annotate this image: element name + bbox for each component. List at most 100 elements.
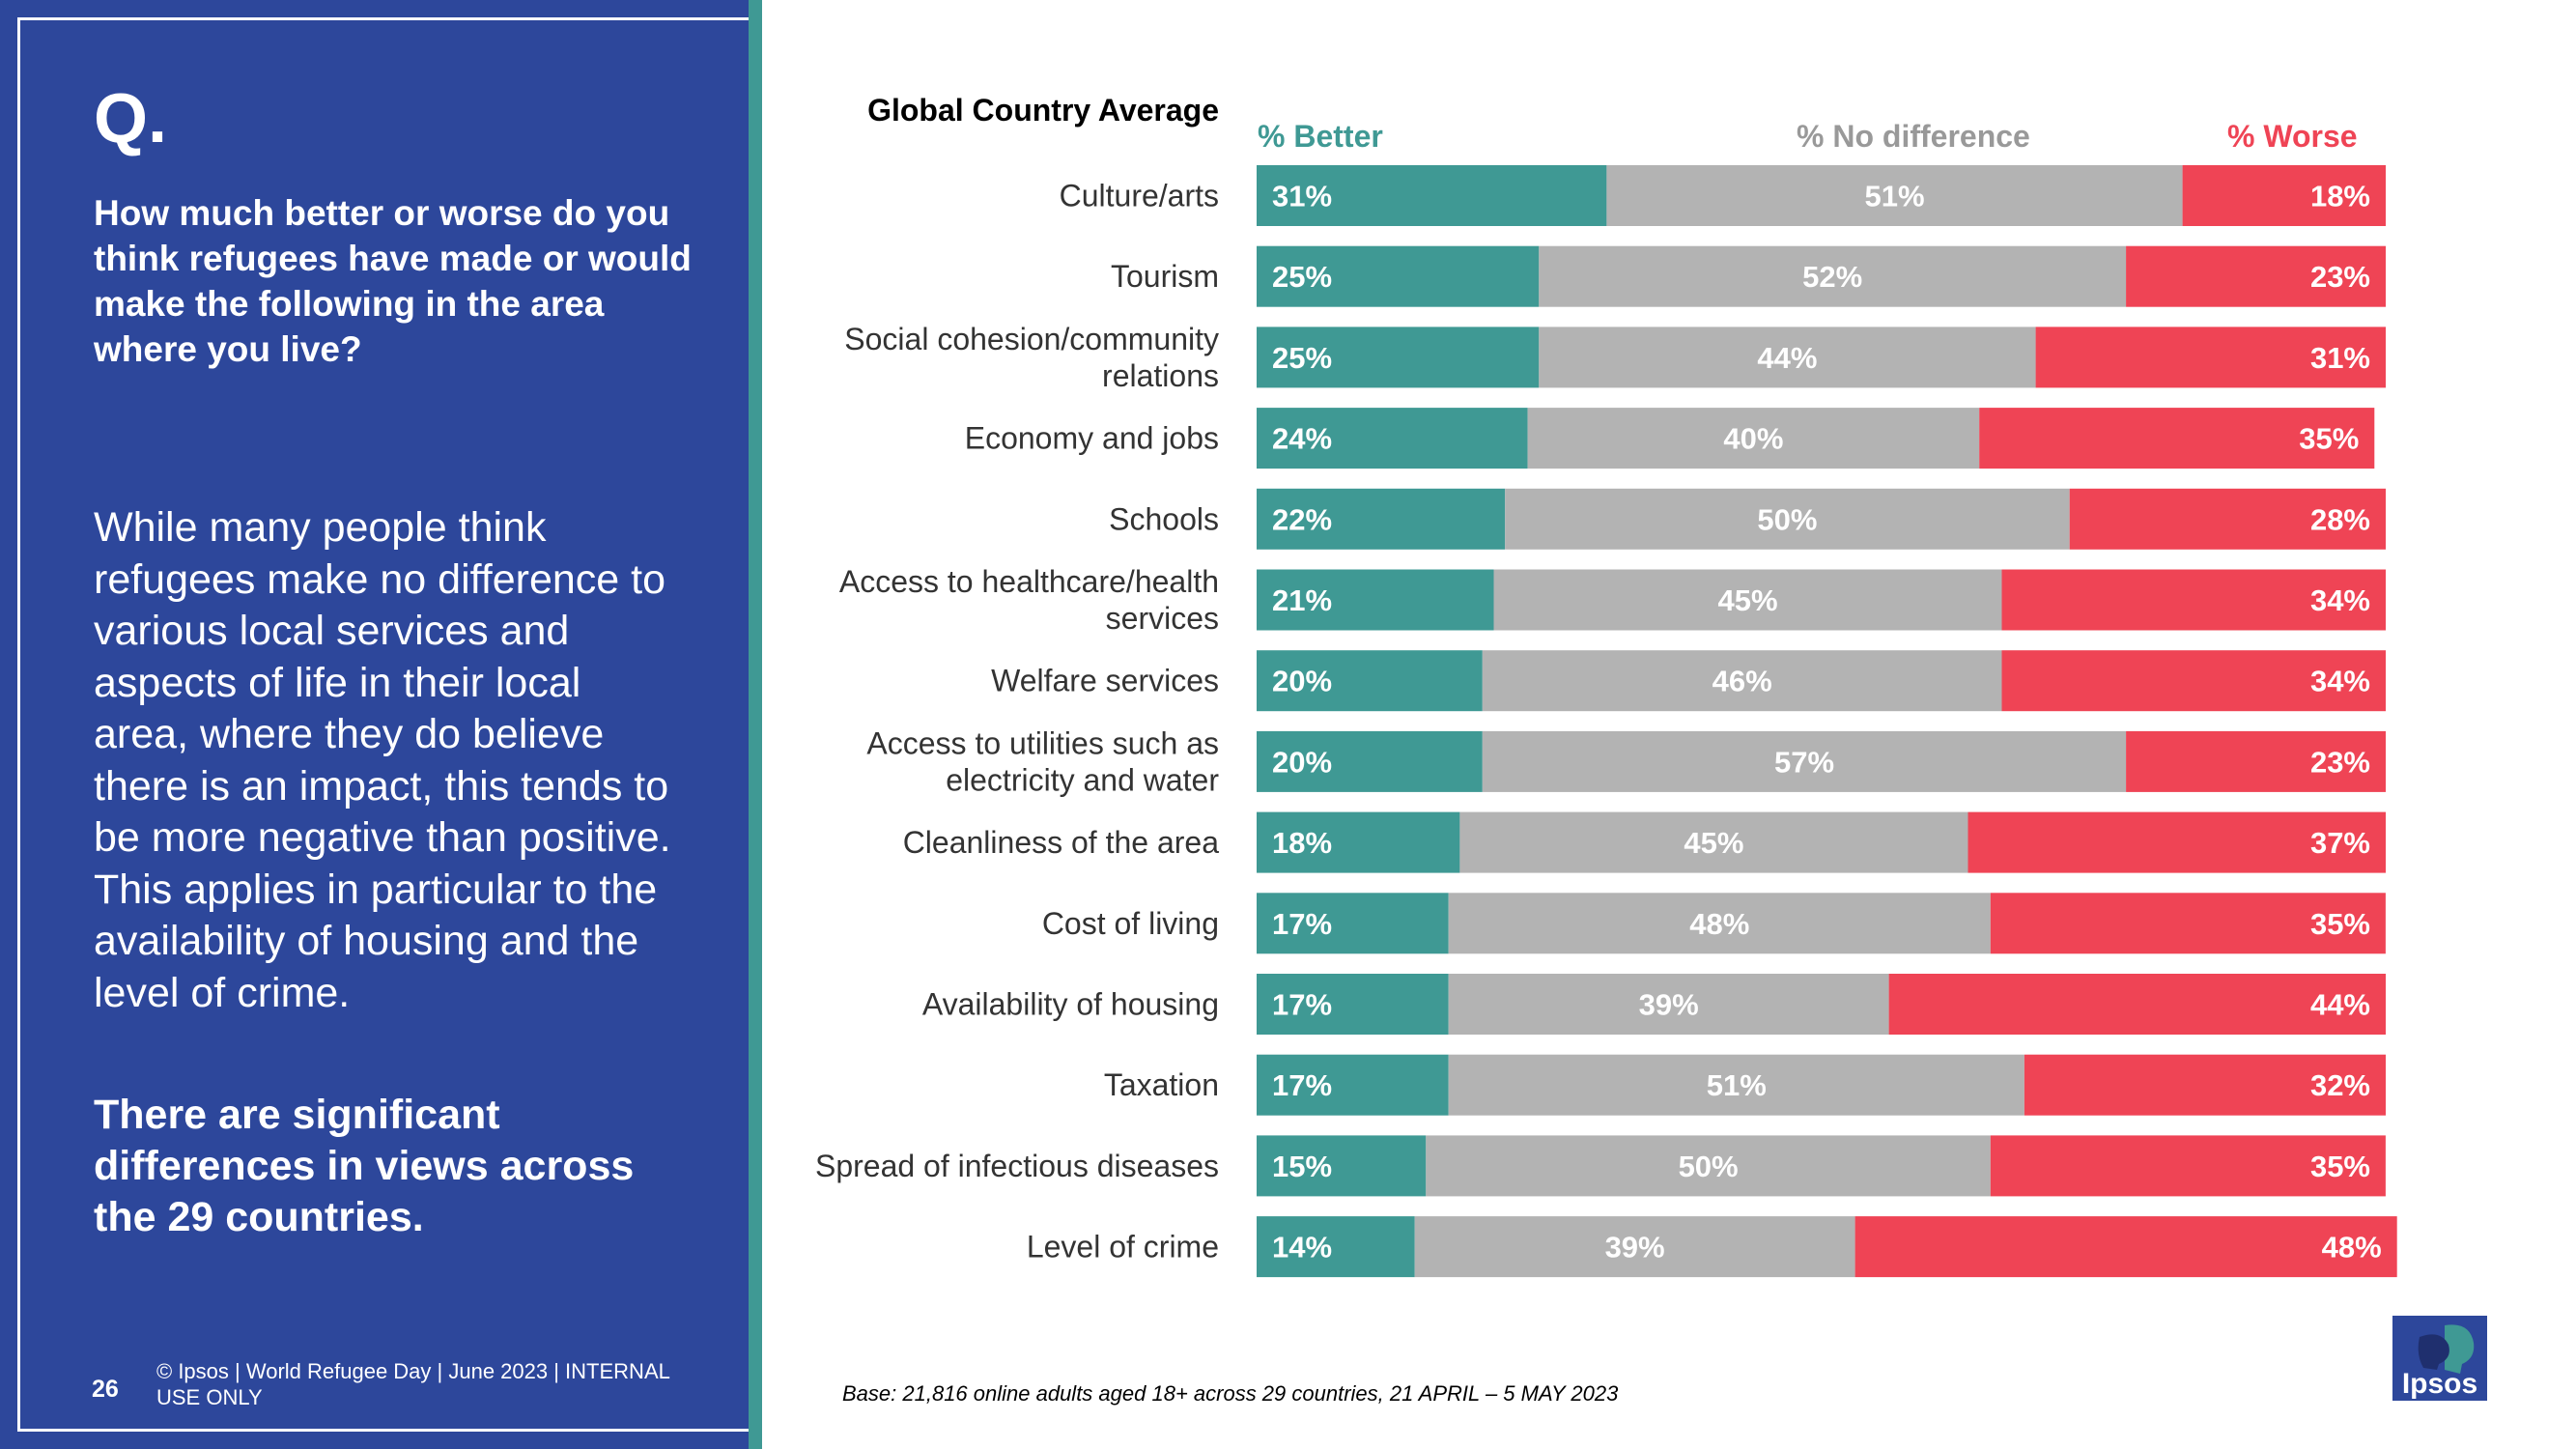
category-label: Access to healthcare/health services — [839, 564, 1219, 636]
data-label-worse: 35% — [2310, 1150, 2370, 1183]
panel-frame — [17, 17, 749, 1432]
data-label-nodiff: 39% — [1639, 988, 1699, 1022]
bar-worse — [2069, 488, 2386, 550]
bar-nodiff — [1459, 811, 1968, 873]
bar-nodiff — [1606, 165, 2183, 226]
data-label-worse: 28% — [2310, 502, 2370, 536]
bar-better — [1257, 1216, 1415, 1278]
data-label-worse: 35% — [2299, 422, 2359, 456]
data-label-better: 21% — [1272, 583, 1332, 617]
data-label-nodiff: 46% — [1713, 665, 1772, 698]
category-label: Taxation — [1104, 1067, 1219, 1102]
data-label-nodiff: 51% — [1864, 180, 1924, 213]
category-label: Access to utilities such as electricity a… — [866, 725, 1219, 797]
bar-better — [1257, 1054, 1449, 1116]
category-label: Social cohesion/community relations — [844, 322, 1219, 393]
bar-nodiff — [1448, 893, 1991, 954]
data-label-worse: 31% — [2310, 341, 2370, 375]
category-label: Schools — [1109, 501, 1219, 536]
data-label-worse: 34% — [2310, 665, 2370, 698]
bar-worse — [2126, 730, 2386, 792]
bar-worse — [2001, 569, 2386, 631]
bar-better — [1257, 245, 1540, 307]
legend-no-difference: % No difference — [1797, 119, 2030, 154]
data-label-nodiff: 57% — [1774, 745, 1834, 779]
data-label-worse: 48% — [2322, 1231, 2382, 1264]
data-label-nodiff: 48% — [1689, 907, 1749, 941]
data-label-worse: 23% — [2310, 260, 2370, 294]
ipsos-logo: Ipsos — [2392, 1316, 2487, 1401]
category-label: Cleanliness of the area — [903, 825, 1220, 860]
category-label: Tourism — [1111, 259, 1219, 294]
data-label-worse: 44% — [2310, 988, 2370, 1022]
data-label-nodiff: 45% — [1684, 826, 1743, 860]
bar-better — [1257, 327, 1540, 388]
bar-nodiff — [1493, 569, 2002, 631]
bar-better — [1257, 650, 1483, 712]
data-label-better: 14% — [1272, 1231, 1332, 1264]
logo-head-icon — [2445, 1324, 2475, 1374]
bar-worse — [1967, 811, 2386, 873]
data-label-worse: 37% — [2310, 826, 2370, 860]
bar-nodiff — [1448, 1054, 2024, 1116]
copyright-text: © Ipsos | World Refugee Day | June 2023 … — [156, 1359, 670, 1409]
bar-better — [1257, 811, 1460, 873]
data-label-nodiff: 44% — [1757, 341, 1817, 375]
left-panel: Q. How much better or worse do you think… — [0, 0, 749, 1449]
bar-nodiff — [1482, 730, 2127, 792]
data-label-better: 25% — [1272, 260, 1332, 294]
bar-better — [1257, 488, 1506, 550]
legend-better: % Better — [1258, 119, 1383, 154]
bar-worse — [2182, 165, 2386, 226]
legend-worse: % Worse — [2227, 119, 2358, 154]
bar-nodiff — [1482, 650, 2002, 712]
bar-nodiff — [1539, 327, 2036, 388]
q-label: Q. — [94, 80, 168, 157]
base-note: Base: 21,816 online adults aged 18+ acro… — [842, 1381, 1619, 1406]
bar-worse — [1990, 893, 2386, 954]
bar-worse — [1979, 408, 2375, 469]
data-label-nodiff: 39% — [1605, 1231, 1665, 1264]
data-label-nodiff: 50% — [1757, 502, 1817, 536]
data-label-worse: 32% — [2310, 1068, 2370, 1102]
bar-worse — [1888, 974, 2386, 1035]
data-label-better: 15% — [1272, 1150, 1332, 1183]
logo-text: Ipsos — [2402, 1368, 2477, 1400]
bar-nodiff — [1426, 1135, 1991, 1197]
data-label-worse: 18% — [2310, 180, 2370, 213]
bar-better — [1257, 408, 1528, 469]
bar-worse — [2001, 650, 2386, 712]
data-label-better: 24% — [1272, 422, 1332, 456]
logo-head-shadow — [2418, 1334, 2449, 1370]
bar-better — [1257, 1135, 1427, 1197]
data-label-nodiff: 45% — [1717, 583, 1777, 617]
emphasis-text: There are significant differences in vie… — [94, 1092, 635, 1240]
page-number: 26 — [92, 1376, 119, 1403]
category-label: Economy and jobs — [965, 421, 1219, 456]
bar-nodiff — [1414, 1216, 1855, 1278]
data-label-better: 18% — [1272, 826, 1332, 860]
bar-better — [1257, 165, 1607, 226]
data-label-better: 17% — [1272, 1068, 1332, 1102]
data-label-nodiff: 50% — [1679, 1150, 1739, 1183]
data-label-worse: 23% — [2310, 745, 2370, 779]
bar-worse — [2024, 1054, 2386, 1116]
data-label-worse: 35% — [2310, 907, 2370, 941]
bar-worse — [1854, 1216, 2397, 1278]
bar-nodiff — [1505, 488, 2070, 550]
category-label: Culture/arts — [1060, 179, 1219, 213]
data-label-better: 20% — [1272, 665, 1332, 698]
data-label-better: 20% — [1272, 745, 1332, 779]
chart-title: Global Country Average — [867, 93, 1219, 128]
bar-worse — [2035, 327, 2386, 388]
bar-worse — [1990, 1135, 2386, 1197]
bar-better — [1257, 974, 1449, 1035]
data-label-better: 17% — [1272, 907, 1332, 941]
data-label-nodiff: 52% — [1802, 260, 1862, 294]
bar-better — [1257, 893, 1449, 954]
data-label-nodiff: 40% — [1723, 422, 1783, 456]
bar-nodiff — [1527, 408, 1980, 469]
data-label-better: 17% — [1272, 988, 1332, 1022]
bar-better — [1257, 730, 1483, 792]
